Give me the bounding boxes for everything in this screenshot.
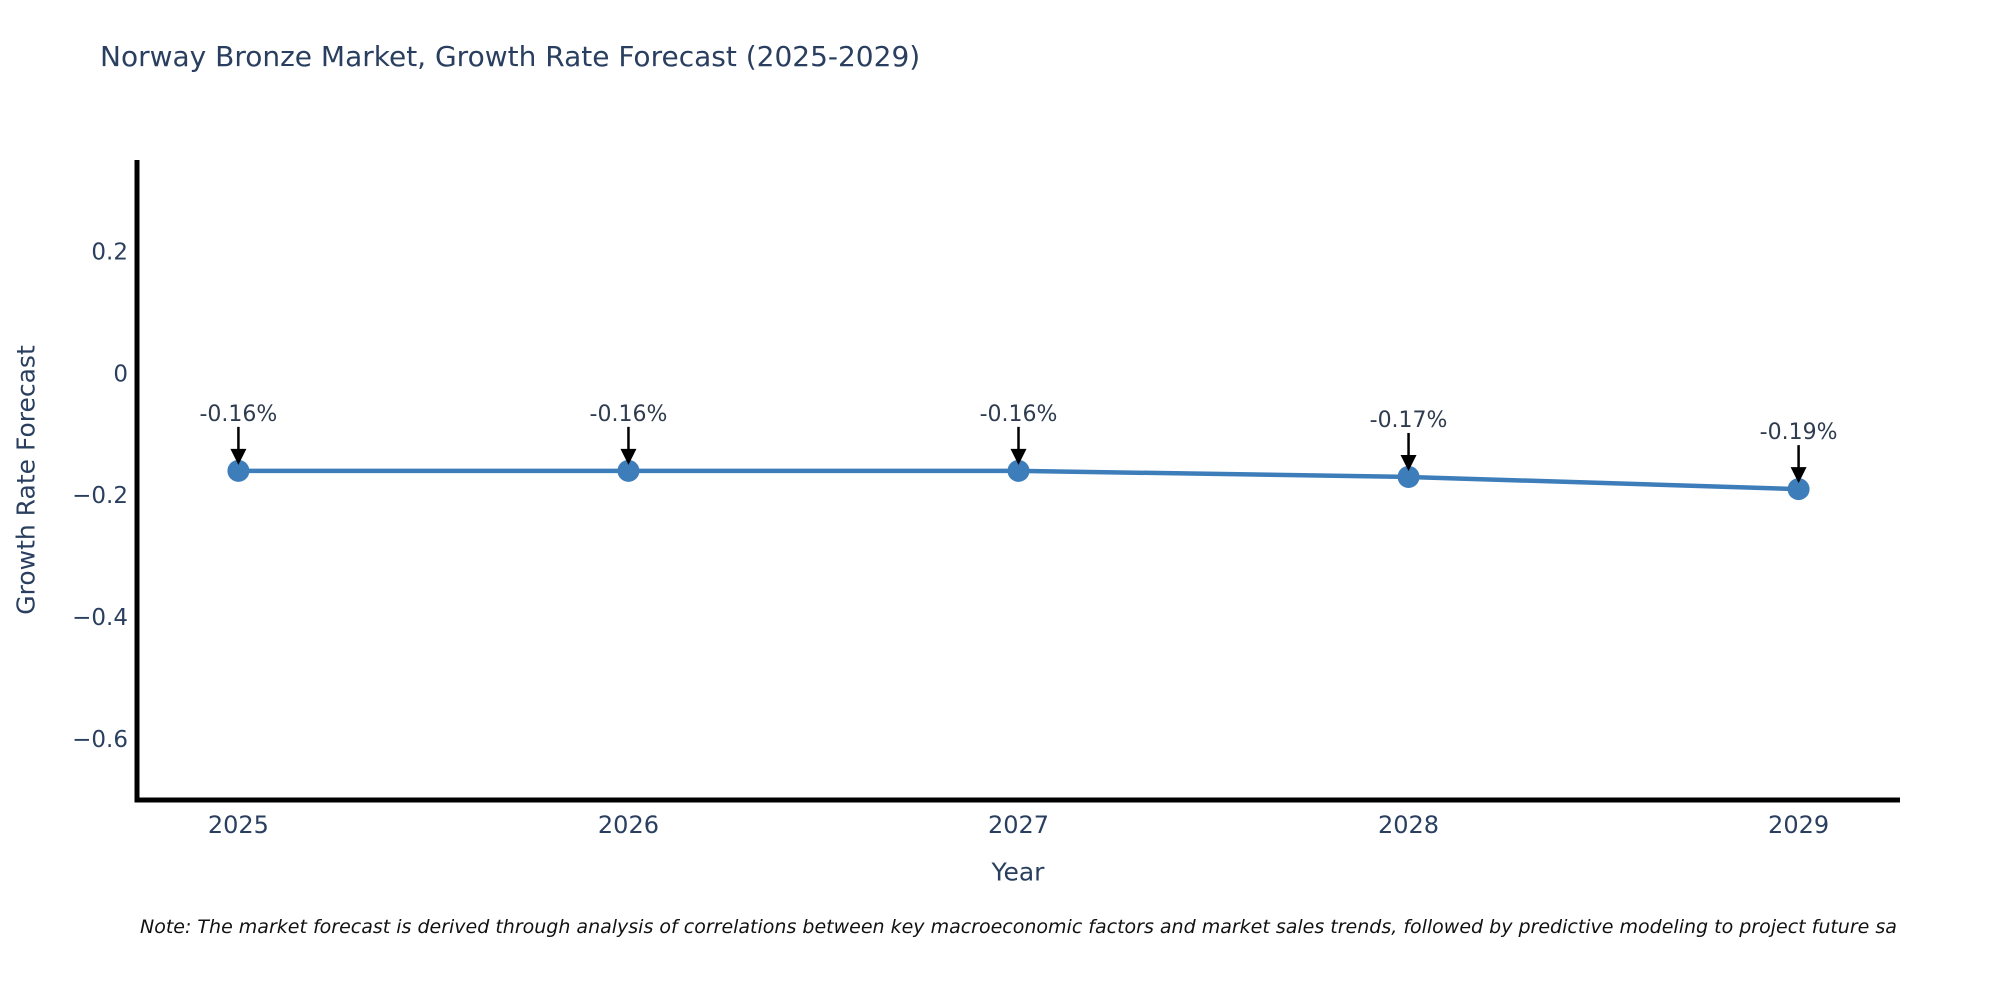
y-axis-title: Growth Rate Forecast bbox=[11, 345, 41, 615]
annotation-arrowhead bbox=[1400, 454, 1417, 471]
data-point-marker bbox=[1007, 459, 1030, 482]
y-tick-label: 0 bbox=[113, 361, 128, 387]
annotation-label: -0.19% bbox=[1760, 420, 1838, 445]
x-tick-label: 2026 bbox=[598, 811, 659, 839]
x-tick-label: 2027 bbox=[988, 811, 1049, 839]
x-tick-label: 2028 bbox=[1378, 811, 1439, 839]
annotation-label: -0.16% bbox=[590, 402, 668, 427]
annotation-label: -0.17% bbox=[1370, 408, 1448, 433]
x-tick-label: 2029 bbox=[1768, 811, 1829, 839]
x-tick-label: 2025 bbox=[208, 811, 269, 839]
annotation-label: -0.16% bbox=[199, 402, 277, 427]
chart-title: Norway Bronze Market, Growth Rate Foreca… bbox=[100, 40, 921, 73]
data-point-marker bbox=[617, 459, 640, 482]
y-tick-label: 0.2 bbox=[91, 239, 128, 265]
annotation-arrowhead bbox=[1790, 467, 1807, 484]
x-axis-title: Year bbox=[991, 857, 1045, 887]
annotation-label: -0.16% bbox=[980, 402, 1058, 427]
data-point-marker bbox=[1787, 478, 1810, 501]
annotation-arrowhead bbox=[1010, 448, 1027, 465]
annotation-arrowhead bbox=[620, 448, 637, 465]
y-tick-label: −0.2 bbox=[72, 483, 128, 509]
data-point-marker bbox=[1397, 465, 1420, 488]
data-point-marker bbox=[227, 459, 250, 482]
y-tick-label: −0.6 bbox=[72, 727, 128, 753]
annotation-arrowhead bbox=[230, 448, 247, 465]
y-tick-label: −0.4 bbox=[72, 605, 128, 631]
footnote: Note: The market forecast is derived thr… bbox=[140, 916, 1897, 938]
